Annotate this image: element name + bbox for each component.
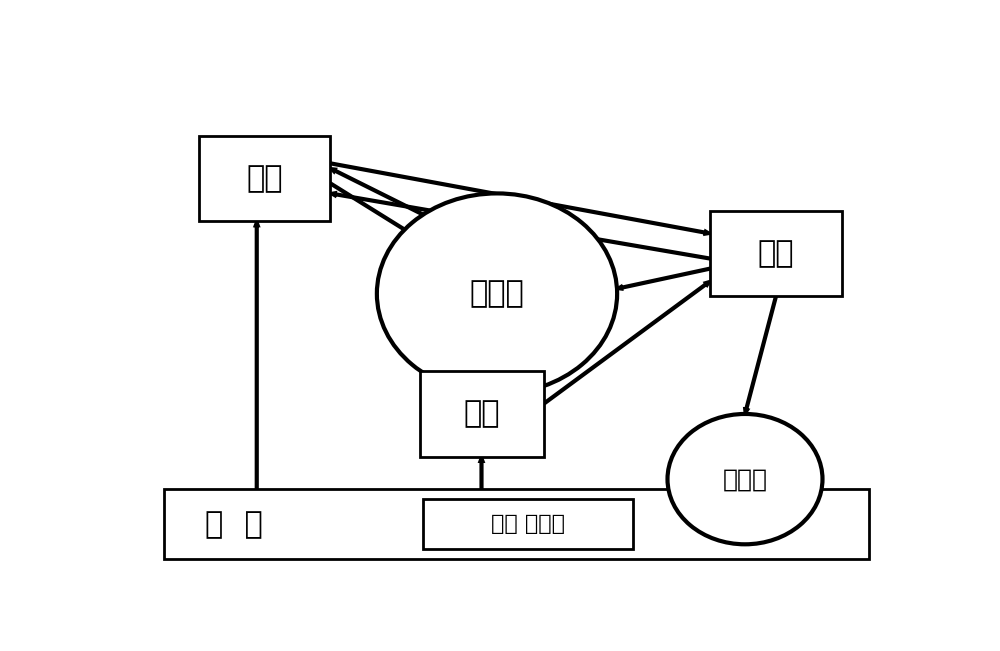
Text: 牧草: 牧草: [463, 400, 500, 428]
Polygon shape: [480, 456, 483, 489]
Polygon shape: [330, 163, 710, 234]
Polygon shape: [330, 193, 710, 259]
FancyBboxPatch shape: [164, 489, 869, 559]
Text: 微环境: 微环境: [470, 279, 524, 308]
Text: 分解 有机肥: 分解 有机肥: [491, 514, 565, 534]
Polygon shape: [255, 221, 259, 489]
Polygon shape: [330, 183, 419, 238]
Polygon shape: [307, 522, 416, 526]
FancyBboxPatch shape: [420, 371, 544, 456]
Ellipse shape: [377, 193, 617, 394]
Polygon shape: [481, 371, 497, 394]
FancyBboxPatch shape: [199, 136, 330, 221]
Text: 土  壤: 土 壤: [205, 510, 262, 539]
Ellipse shape: [668, 414, 822, 544]
Polygon shape: [330, 169, 431, 219]
Text: 葡萄: 葡萄: [246, 164, 283, 193]
Polygon shape: [637, 523, 730, 545]
FancyBboxPatch shape: [710, 211, 842, 296]
FancyBboxPatch shape: [423, 499, 633, 549]
Text: 草鹅: 草鹅: [758, 239, 794, 268]
Polygon shape: [744, 296, 777, 414]
Polygon shape: [617, 268, 710, 289]
Polygon shape: [543, 281, 710, 404]
Text: 排泄物: 排泄物: [722, 467, 768, 491]
